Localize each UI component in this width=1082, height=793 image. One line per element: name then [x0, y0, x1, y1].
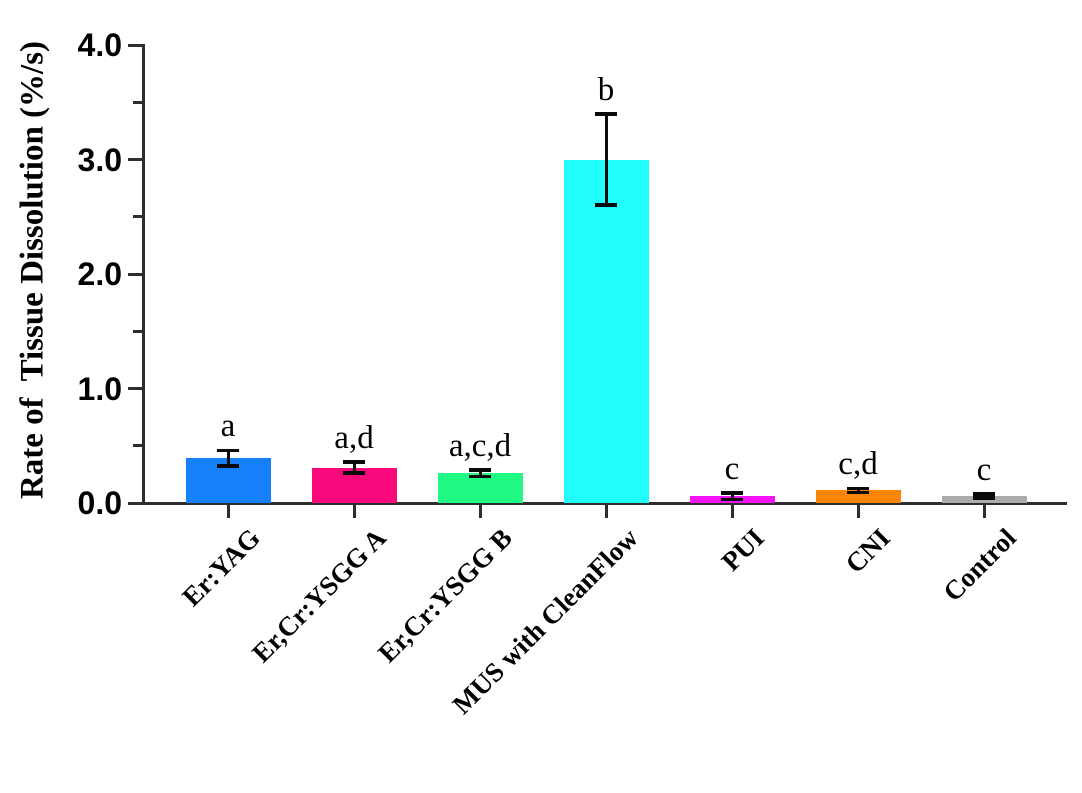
- y-tick-label: 3.0: [77, 141, 122, 178]
- x-axis-line: [141, 501, 1067, 505]
- x-category-label[interactable]: Er,Cr:YSGG B: [372, 522, 518, 669]
- y-minor-tick: [133, 100, 143, 104]
- error-bar-cap-bottom: [973, 496, 995, 500]
- significance-label: a: [220, 408, 236, 445]
- error-bar-line: [982, 493, 986, 499]
- error-bar-cap-top: [973, 492, 995, 496]
- error-bar-cap-bottom: [721, 497, 743, 502]
- error-bar-line: [478, 469, 482, 477]
- y-major-tick: [128, 387, 143, 390]
- error-bar-cap-bottom: [595, 203, 617, 207]
- significance-label: b: [597, 71, 615, 108]
- x-tick: [478, 504, 482, 518]
- y-minor-tick: [133, 329, 143, 333]
- x-tick: [604, 504, 608, 518]
- y-tick-label: 1.0: [77, 370, 122, 407]
- x-category-label[interactable]: Control: [937, 522, 1022, 608]
- bar-mus-with-cleanflow[interactable]: [563, 159, 649, 503]
- y-tick-label: 0.0: [77, 485, 122, 521]
- error-bar-cap-bottom: [343, 471, 365, 475]
- x-tick: [352, 504, 356, 518]
- x-tick: [226, 504, 230, 518]
- bar-er-cr-ysgg-b[interactable]: [437, 473, 523, 503]
- error-bar-line: [226, 450, 230, 467]
- x-tick: [982, 504, 986, 518]
- y-major-tick: [128, 43, 143, 47]
- x-category-label[interactable]: Er:YAG: [176, 522, 266, 613]
- x-category-label[interactable]: PUI: [715, 522, 770, 577]
- error-bar-cap-top: [217, 448, 239, 453]
- x-category-label[interactable]: Er,Cr:YSGG A: [246, 522, 392, 669]
- error-bar-cap-top: [847, 486, 869, 491]
- y-tick-label: 2.0: [77, 256, 122, 292]
- error-bar-cap-bottom: [217, 464, 239, 468]
- error-bar-cap-top: [469, 468, 491, 472]
- x-category-label[interactable]: MUS with CleanFlow: [446, 522, 644, 720]
- error-bar-cap-bottom: [469, 474, 491, 479]
- y-major-tick: [128, 501, 143, 505]
- bar-cni[interactable]: [815, 490, 901, 503]
- y-major-tick: [128, 158, 143, 161]
- significance-label: c: [976, 451, 992, 488]
- y-axis-title: Rate of Tissue Dissolution (%/s): [14, 40, 51, 500]
- y-minor-tick: [133, 444, 143, 448]
- error-bar-line: [856, 488, 860, 493]
- error-bar-line: [730, 492, 734, 500]
- y-tick-label: 4.0: [77, 27, 122, 63]
- error-bar-line: [604, 113, 608, 206]
- x-tick: [730, 504, 734, 518]
- significance-label: a,c,d: [448, 427, 512, 464]
- significance-label: c,d: [838, 446, 878, 483]
- significance-label: c: [724, 450, 740, 487]
- x-category-label[interactable]: CNI: [839, 522, 896, 579]
- error-bar-cap-bottom: [847, 490, 869, 495]
- x-tick: [856, 504, 860, 518]
- error-bar-cap-top: [595, 112, 617, 116]
- error-bar-cap-top: [343, 460, 365, 464]
- error-bar-line: [352, 461, 356, 474]
- error-bar-cap-top: [721, 491, 743, 495]
- y-major-tick: [128, 272, 143, 276]
- y-axis-line: [141, 44, 145, 505]
- y-minor-tick: [133, 215, 143, 219]
- significance-label: a,d: [334, 419, 374, 456]
